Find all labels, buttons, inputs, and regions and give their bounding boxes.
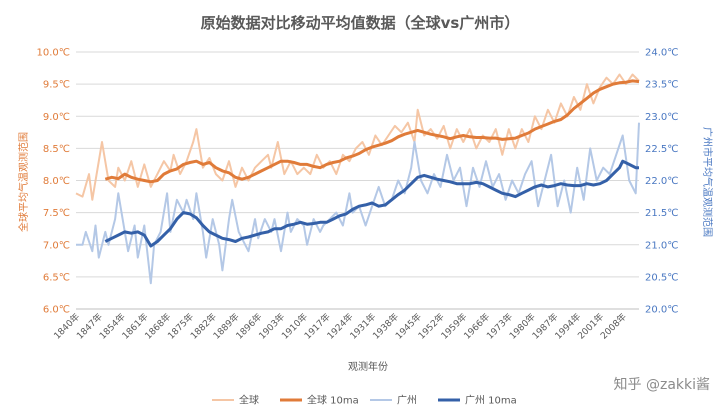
left-tick-label: 6.0℃ [43,305,70,316]
legend-label-3: 广州 [397,395,417,407]
x-axis-ticks: 1840年1847年1854年1861年1868年1875年1882年1889年… [51,311,629,342]
legend-label-4: 广州 10ma [465,395,517,407]
left-axis-ticks: 6.0℃ 6.5℃ 7.0℃ 7.5℃ 8.0℃ 8.5℃ 9.0℃ 9.5℃ 10.0℃ [37,48,71,316]
left-tick-label: 8.0℃ [43,176,70,187]
x-axis-label: 观测年份 [348,360,388,373]
grid-lines [76,51,639,310]
series-line-4 [104,159,639,248]
watermark: 知乎 @zakki酱 [614,376,710,393]
x-tick-label: 2008年 [598,311,629,342]
legend-label-1: 全球 [239,394,259,407]
right-axis-ticks: 20.0℃ 20.5℃ 21.0℃ 21.5℃ 22.0℃ 22.5℃ 23.0℃ 23.5℃… [645,48,679,316]
left-tick-label: 9.5℃ [43,80,70,91]
right-tick-label: 24.0℃ [645,48,679,59]
left-tick-label: 9.0℃ [43,112,70,123]
left-tick-label: 7.5℃ [43,208,70,219]
left-tick-label: 7.0℃ [43,240,70,251]
legend-label-2: 全球 10ma [307,394,359,407]
right-axis-label: 广州市平均气温观测范围 [701,127,714,237]
series-line-2 [104,79,640,184]
left-tick-label: 6.5℃ [43,272,70,283]
series-line-1 [75,73,640,201]
series-group [75,73,640,285]
right-tick-label: 23.0℃ [645,112,679,123]
right-tick-label: 21.0℃ [645,240,679,251]
chart-title: 原始数据对比移动平均值数据（全球vs广州市） [201,14,520,32]
right-tick-label: 21.5℃ [645,208,679,219]
legend: 全球 全球 10ma 广州 广州 10ma [212,394,517,407]
right-tick-label: 20.5℃ [645,272,679,283]
right-tick-label: 23.5℃ [645,80,679,91]
left-tick-label: 10.0℃ [37,48,71,59]
left-axis-label: 全球平均气温观测范围 [17,132,30,232]
right-tick-label: 20.0℃ [645,305,679,316]
right-tick-label: 22.5℃ [645,144,679,155]
left-tick-label: 8.5℃ [43,144,70,155]
right-tick-label: 22.0℃ [645,176,679,187]
